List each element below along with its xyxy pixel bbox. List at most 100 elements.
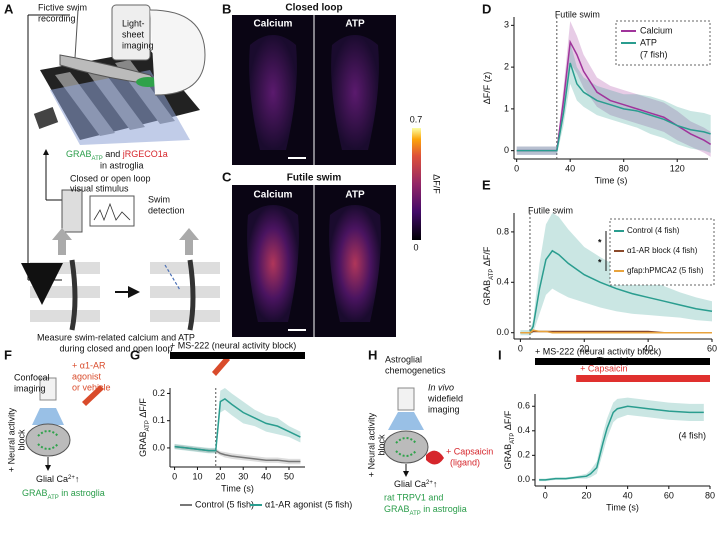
x-tick-label: 40 [565, 163, 575, 173]
h-grab-sub: ATP [410, 511, 421, 517]
y-axis-label: GRABATP ΔF/F [482, 246, 494, 305]
astroglia [37, 430, 59, 450]
y-axis-label-main: GRAB [482, 280, 492, 306]
image-label: ATP [345, 190, 365, 201]
brain [329, 205, 381, 322]
event-label: Futile swim [555, 9, 600, 19]
h-label: block [376, 434, 386, 456]
a-grab-sub: ATP [92, 156, 103, 162]
image-title: Closed loop [285, 3, 342, 14]
panel-f-diagram [25, 377, 104, 471]
y-tick-label: 2 [504, 61, 509, 71]
y-axis-label-main: GRAB [503, 444, 513, 470]
h-label: + Capsaicin [446, 446, 493, 456]
f-glial: Glial Ca [36, 474, 68, 484]
h-label: Glial Ca2+↑ [394, 479, 437, 489]
a-label: Closed or open loop [70, 173, 151, 183]
panel-h-diagram [383, 387, 444, 477]
monitor [89, 195, 135, 227]
f-label: or vehicle [72, 382, 111, 392]
y-tick-label: 0 [504, 145, 509, 155]
significance-star: * [598, 237, 602, 247]
error-band [516, 42, 711, 155]
a-label: GRABATP and jRGECO1a [66, 149, 168, 161]
legend-label: Calcium [640, 25, 673, 35]
panel-letter: H [368, 347, 377, 362]
a-label: during closed and open loop [59, 343, 172, 353]
f-label: + Neural activity [6, 407, 16, 472]
legend-label: Control (5 fish) [195, 499, 254, 509]
brain [249, 35, 297, 150]
error-band [539, 397, 704, 482]
astroglia [395, 437, 417, 457]
y-axis-label-main: ΔF/F (z) [482, 72, 492, 105]
f-label: GRABATP in astroglia [22, 488, 105, 500]
fish-head [136, 77, 160, 87]
h-label: imaging [428, 404, 460, 414]
camera [33, 107, 59, 129]
a-label: in astroglia [100, 160, 144, 170]
objective [111, 4, 151, 61]
treatment-bar [170, 352, 305, 359]
y-tick-label: 0.0 [152, 442, 165, 452]
x-tick-label: 60 [664, 490, 674, 500]
x-tick-label: 60 [707, 343, 717, 353]
x-axis-label: Time (s) [606, 502, 639, 512]
y-axis-label-suffix: ΔF/F [503, 410, 513, 433]
brain [247, 205, 299, 322]
h-grab-suffix: in astroglia [421, 504, 467, 514]
legend-label: α1-AR block (4 fish) [627, 246, 698, 255]
x-tick-label: 20 [579, 343, 589, 353]
light-cone [388, 412, 424, 430]
legend-box [615, 20, 711, 66]
event-label: Futile swim [528, 205, 573, 215]
x-tick-label: 0 [172, 471, 177, 481]
image-label: Calcium [254, 190, 293, 201]
series-line [174, 397, 301, 452]
a-label: Swim [148, 194, 170, 204]
x-tick-label: 50 [284, 471, 294, 481]
stimulus-icon [212, 356, 230, 376]
computer [61, 189, 83, 233]
light-cone [32, 408, 64, 425]
a-label: recording [38, 13, 76, 23]
y-axis-label: ΔF/F (z) [482, 72, 492, 105]
a-label: visual stimulus [70, 183, 129, 193]
y-axis-label-sub: ATP [489, 269, 495, 280]
series-line [539, 405, 704, 481]
panel-letter: F [4, 347, 12, 362]
y-tick-label: 3 [504, 20, 509, 30]
panel-a-diagram [21, 4, 220, 331]
f-label: + α1-AR [72, 360, 106, 370]
image-title: Futile swim [287, 173, 342, 184]
a-label: Light- [122, 18, 145, 28]
h-label: chemogenetics [385, 365, 446, 375]
colorbar-min: 0 [413, 242, 418, 252]
significance-star: * [598, 257, 602, 267]
h-label: + Neural activity [366, 412, 376, 477]
objective [397, 387, 415, 411]
image-c [232, 185, 396, 337]
f-label: agonist [72, 371, 102, 381]
chili [426, 450, 444, 465]
image-b [232, 15, 396, 165]
x-tick-label: 120 [670, 163, 685, 173]
objective [39, 377, 57, 401]
panel-letter: I [498, 347, 502, 362]
x-tick-label: 0 [514, 163, 519, 173]
y-axis-label-sub: ATP [145, 420, 151, 431]
legend-box [609, 218, 715, 286]
fish-head [383, 430, 429, 464]
h-glial-sup: 2+ [426, 480, 433, 486]
h-label: Astroglial [385, 354, 422, 364]
brain [331, 35, 379, 150]
y-tick-label: 0.2 [152, 388, 165, 398]
legend-note: (4 fish) [678, 431, 706, 441]
colorbar-label: ΔF/F [432, 174, 442, 194]
legend-label: Control (4 fish) [627, 226, 680, 235]
f-grab-suffix: in astroglia [59, 488, 105, 498]
x-tick-label: 0 [543, 490, 548, 500]
error-band [174, 388, 301, 454]
x-axis-label: Time (s) [221, 483, 254, 493]
